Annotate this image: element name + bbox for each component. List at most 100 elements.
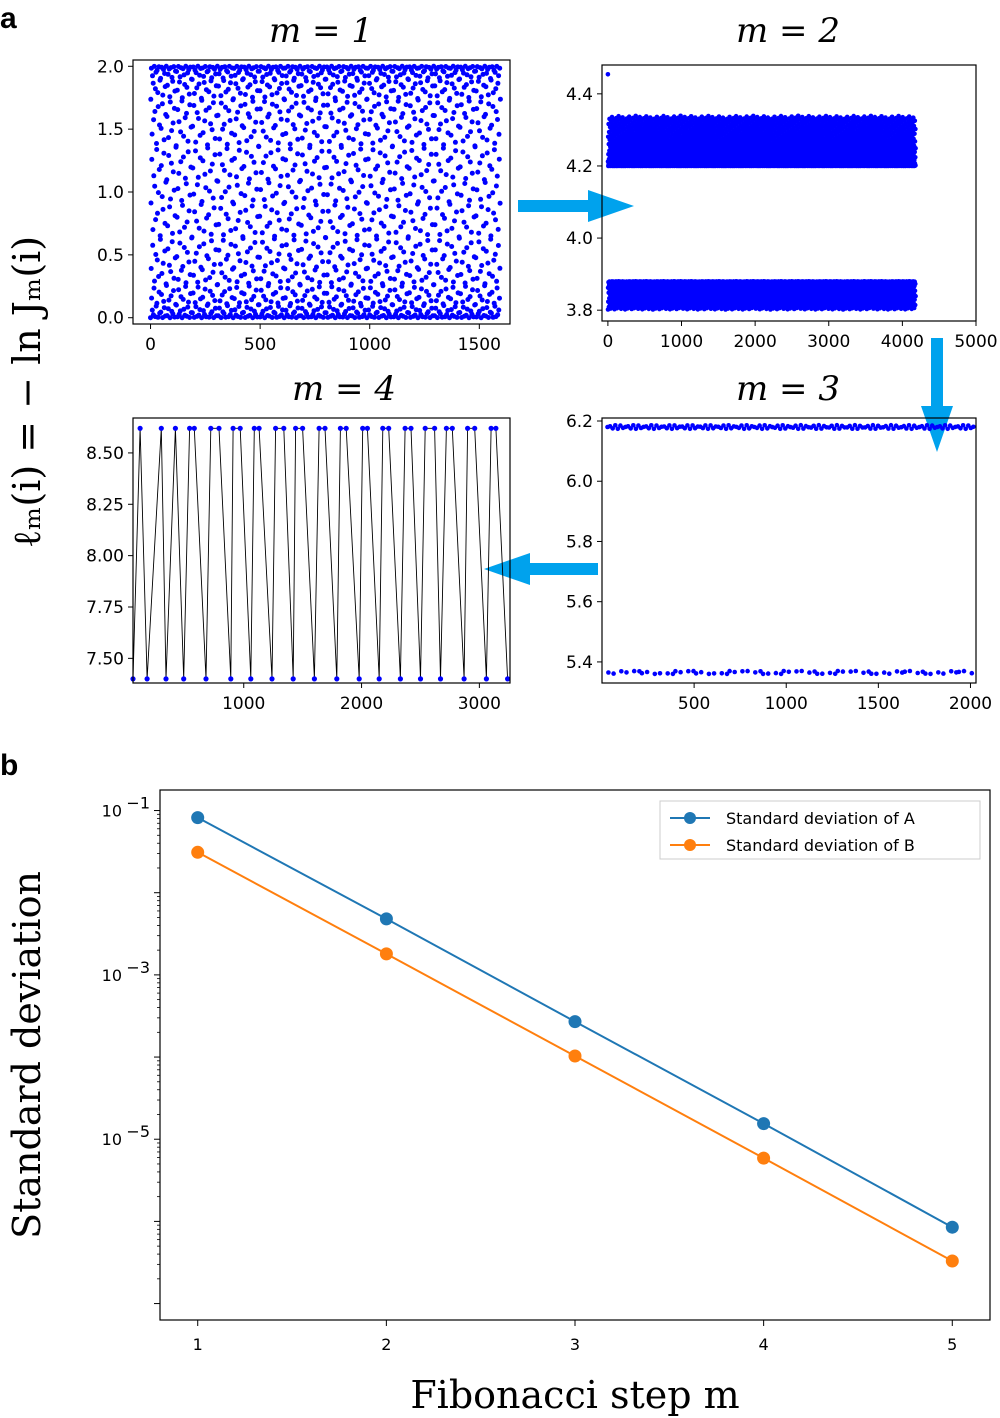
arrow-left: [484, 553, 598, 585]
data-point: [193, 304, 199, 310]
data-point: [250, 197, 256, 203]
data-point: [178, 267, 184, 273]
data-point: [155, 90, 161, 96]
data-point: [424, 288, 429, 294]
data-point: [212, 136, 218, 141]
data-point: [442, 108, 448, 113]
data-point: [253, 287, 259, 293]
data-point: [286, 108, 292, 114]
data-point: [164, 82, 170, 88]
data-point: [467, 268, 473, 274]
data-point: [346, 306, 352, 311]
data-point: [217, 151, 223, 157]
data-point: [272, 77, 278, 83]
data-point: [269, 260, 274, 266]
data-point: [178, 129, 184, 135]
data-point: [360, 278, 366, 284]
data-point: [235, 251, 241, 257]
data-point: [393, 229, 399, 235]
data-point: [427, 195, 433, 201]
data-point: [352, 315, 358, 321]
data-point: [248, 134, 254, 140]
data-point: [226, 277, 232, 283]
data-point: [276, 217, 282, 223]
data-point: [419, 63, 425, 69]
data-point: [284, 227, 290, 233]
data-point: [285, 184, 291, 190]
data-point: [382, 306, 388, 312]
data-point: [283, 73, 289, 79]
data-point: [361, 117, 367, 123]
data-point: [375, 271, 381, 277]
data-point: [443, 118, 449, 124]
data-point: [400, 111, 406, 117]
data-point: [268, 299, 274, 305]
data-point: [339, 68, 345, 74]
data-point: [449, 244, 455, 249]
data-point: [238, 103, 244, 109]
data-point: [429, 136, 434, 142]
data-point: [267, 220, 273, 226]
data-point: [168, 196, 173, 202]
data-point: [434, 261, 440, 267]
data-point: [219, 162, 225, 168]
ytick-label: 4.0: [566, 229, 593, 249]
data-point: [185, 304, 191, 310]
data-point: [341, 120, 347, 126]
data-point: [419, 277, 425, 283]
data-point: [411, 182, 417, 188]
data-point: [406, 123, 412, 129]
data-point: [230, 96, 236, 102]
data-point: [390, 68, 396, 74]
data-point: [425, 75, 431, 81]
data-point: [340, 88, 345, 94]
data-point: [408, 209, 414, 215]
data-point: [427, 100, 433, 106]
data-point: [450, 116, 456, 122]
data-point: [191, 272, 196, 278]
data-point: [292, 126, 298, 132]
data-point: [330, 244, 336, 250]
data-point: [429, 305, 435, 311]
data-point: [148, 266, 154, 271]
data-point: [166, 153, 172, 158]
data-point: [463, 82, 469, 88]
data-point: [257, 254, 262, 260]
data-point: [390, 254, 396, 260]
data-point: [497, 200, 503, 206]
data-point: [376, 193, 381, 199]
data-point: [419, 184, 425, 190]
data-point: [433, 136, 439, 142]
data-point: [390, 214, 396, 220]
data-point: [205, 301, 211, 307]
data-point: [299, 71, 305, 77]
data-point: [490, 90, 496, 96]
data-point: [340, 275, 346, 281]
data-point: [448, 155, 454, 161]
data-point: [469, 79, 475, 85]
data-point: [377, 299, 383, 305]
data-point: [178, 159, 184, 165]
data-point: [400, 180, 406, 186]
data-point: [285, 278, 291, 284]
data-point: [356, 104, 362, 110]
data-point: [159, 101, 165, 107]
data-point: [196, 81, 202, 87]
xtick-label: 4000: [881, 332, 924, 352]
data-point: [303, 231, 309, 237]
data-point: [250, 94, 255, 100]
data-point: [464, 245, 470, 251]
data-point: [451, 85, 457, 91]
xtick-label: 1500: [458, 335, 501, 355]
data-point: [195, 284, 201, 290]
data-point: [475, 78, 481, 84]
data-point: [272, 233, 278, 239]
data-point: [179, 198, 185, 203]
data-point: [485, 260, 491, 266]
data-point: [422, 211, 428, 217]
data-point: [356, 189, 362, 195]
data-point: [251, 159, 257, 165]
data-point: [291, 232, 297, 238]
data-point: [362, 242, 368, 248]
data-point: [426, 292, 432, 298]
